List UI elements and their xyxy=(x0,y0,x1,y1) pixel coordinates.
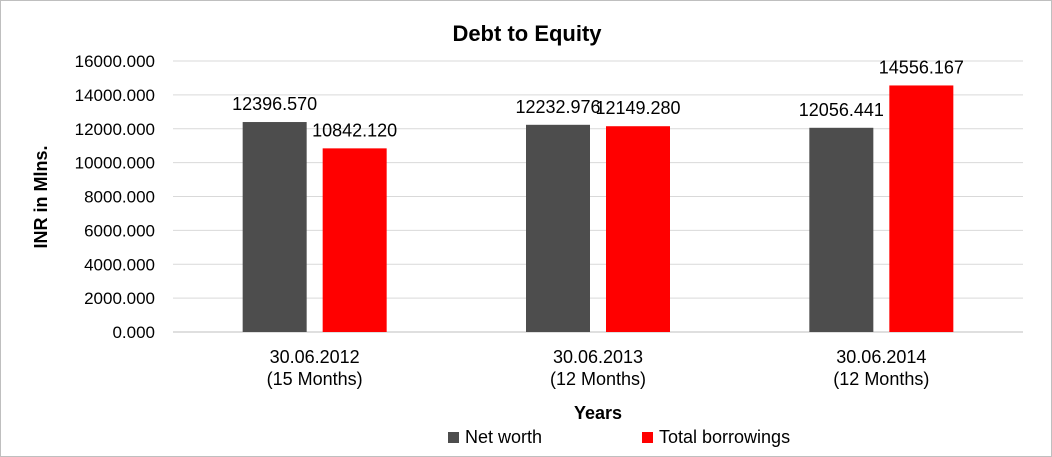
x-category-label: 30.06.2014 xyxy=(836,347,926,367)
x-axis-title: Years xyxy=(574,403,622,423)
bar-total-borrowings xyxy=(322,148,387,332)
y-tick-label: 14000.000 xyxy=(75,86,155,105)
x-category-label: (12 Months) xyxy=(550,369,646,389)
bar-total-borrowings xyxy=(889,85,954,332)
x-category-label: 30.06.2012 xyxy=(270,347,360,367)
x-category-label: (12 Months) xyxy=(833,369,929,389)
y-axis-ticks: 0.000 2000.000 4000.000 6000.000 8000.000 100… xyxy=(75,52,155,342)
bars xyxy=(242,85,954,332)
y-axis-title: INR in Mlns. xyxy=(31,146,51,249)
data-label: 12232.976 xyxy=(515,97,600,117)
legend-swatch xyxy=(448,432,459,443)
legend-entry-label: Net worth xyxy=(465,427,542,447)
data-label: 12396.570 xyxy=(232,94,317,114)
y-tick-label: 4000.000 xyxy=(84,255,155,274)
y-tick-label: 12000.000 xyxy=(75,120,155,139)
bar-net-worth xyxy=(809,127,874,332)
data-label: 12056.441 xyxy=(799,100,884,120)
legend-swatch xyxy=(642,432,653,443)
x-axis-categories: 30.06.2012(15 Months)30.06.2013(12 Month… xyxy=(267,347,930,389)
x-category-label: (15 Months) xyxy=(267,369,363,389)
y-tick-label: 8000.000 xyxy=(84,188,155,207)
legend: Net worth Total borrowings xyxy=(448,427,790,447)
data-label: 12149.280 xyxy=(595,98,680,118)
y-tick-label: 10000.000 xyxy=(75,154,155,173)
y-tick-label: 6000.000 xyxy=(84,221,155,240)
gridlines xyxy=(173,60,1023,333)
data-label: 14556.167 xyxy=(879,57,964,77)
bar-net-worth xyxy=(526,124,590,332)
x-category-label: 30.06.2013 xyxy=(553,347,643,367)
y-tick-label: 0.000 xyxy=(112,323,155,342)
y-tick-label: 16000.000 xyxy=(75,52,155,71)
legend-entry-label: Total borrowings xyxy=(659,427,790,447)
chart-title: Debt to Equity xyxy=(452,21,602,46)
y-tick-label: 2000.000 xyxy=(84,289,155,308)
bar-total-borrowings xyxy=(606,126,670,332)
data-label: 10842.120 xyxy=(312,120,397,140)
bar-net-worth xyxy=(242,122,307,332)
